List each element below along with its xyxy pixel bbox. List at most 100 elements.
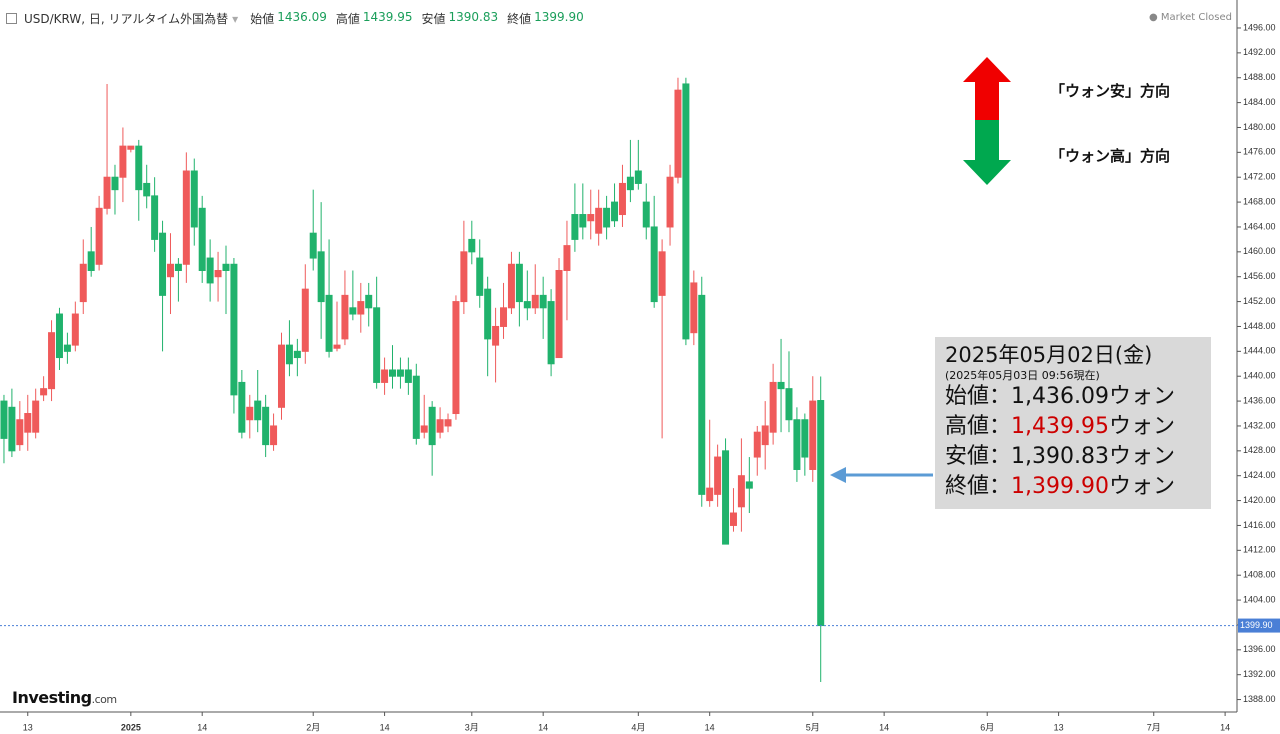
y-tick-label: 1452.00 <box>1243 296 1276 306</box>
x-tick-label: 14 <box>705 722 715 732</box>
candle-body <box>785 388 793 421</box>
y-tick-label: 1468.00 <box>1243 196 1276 206</box>
candle-body <box>254 400 262 421</box>
candle-body <box>174 263 182 271</box>
candle-body <box>365 294 373 309</box>
candle-body <box>626 176 634 191</box>
annotation-row: 高値：1,439.95ウォン <box>945 412 1201 442</box>
candle-body <box>309 232 317 259</box>
logo-name: Investing <box>12 688 92 707</box>
title: USD/KRW, 日, リアルタイム外国為替 <box>24 12 229 26</box>
candle-body <box>698 294 706 495</box>
ohlc-label: 安値 <box>421 12 446 26</box>
candle-body <box>658 251 666 296</box>
logo-suffix: .com <box>91 693 118 706</box>
candle-body <box>404 369 412 383</box>
candle-body <box>523 301 531 309</box>
candle-body <box>206 257 214 284</box>
header: USD/KRW, 日, リアルタイム外国為替 ▾ 始値 1436.09 高値 1439… <box>6 10 590 27</box>
ohlc-value: 1390.83 <box>448 10 499 24</box>
y-tick-label: 1392.00 <box>1243 669 1276 679</box>
y-tick-label: 1388.00 <box>1243 694 1276 704</box>
candle-body <box>285 344 293 365</box>
candle-body <box>396 369 404 377</box>
annotation-row: 終値：1,399.90ウォン <box>945 472 1201 502</box>
ohlc-value: 1436.09 <box>277 10 327 24</box>
y-tick-label: 1408.00 <box>1243 570 1276 580</box>
candle-body <box>190 170 198 228</box>
candle-body <box>95 207 103 265</box>
candle-body <box>793 419 801 470</box>
row-value: 1,436.09 <box>1011 384 1109 409</box>
ohlc-value: 1399.90 <box>534 10 584 24</box>
row-unit: ウォン <box>1109 384 1176 409</box>
row-sep: ： <box>989 474 1012 499</box>
row-value: 1,390.83 <box>1011 444 1109 469</box>
row-label: 始値 <box>945 384 990 409</box>
candle-body <box>476 257 484 296</box>
candle-body <box>230 263 238 396</box>
candle-body <box>71 313 79 346</box>
candle-body <box>198 207 206 271</box>
y-tick-label: 1480.00 <box>1243 122 1276 132</box>
candle-body <box>87 251 95 271</box>
candle-body <box>563 245 571 271</box>
x-tick-label: 7月 <box>1147 722 1161 732</box>
candle-body <box>166 263 174 278</box>
candle-body <box>714 456 722 495</box>
candle-body <box>769 381 777 433</box>
candle-body <box>246 406 254 421</box>
x-tick-label: 14 <box>380 722 390 732</box>
candle-body <box>214 269 222 278</box>
x-tick-label: 2025 <box>121 722 141 732</box>
candle-body <box>761 425 769 446</box>
legend-up: 「ウォン安」方向 <box>1050 82 1171 100</box>
candle-body <box>579 214 587 228</box>
candle-body <box>135 145 143 191</box>
down-arrow <box>963 120 1011 185</box>
row-label: 終値 <box>945 474 990 499</box>
y-tick-label: 1456.00 <box>1243 271 1276 281</box>
candle-body <box>777 381 785 390</box>
candle-body <box>389 369 397 377</box>
candle-body <box>55 313 63 359</box>
annotation-row: 安値：1,390.83ウォン <box>945 442 1201 472</box>
row-unit: ウォン <box>1109 444 1176 469</box>
y-tick-label: 1428.00 <box>1243 445 1276 455</box>
candle-body <box>642 201 650 228</box>
candle-body <box>79 263 87 303</box>
status-text: Market Closed <box>1160 12 1232 23</box>
y-tick-label: 1432.00 <box>1243 420 1276 430</box>
y-tick-label: 1420.00 <box>1243 495 1276 505</box>
annotation-note: (2025年05月03日 09:56現在) <box>945 369 1100 382</box>
candle-body <box>460 251 468 303</box>
candle-body <box>381 369 389 383</box>
candle-body <box>420 425 428 433</box>
candle-body <box>63 344 71 352</box>
annotation-row: 始値：1,436.09ウォン <box>945 382 1201 412</box>
last-price-label: 1399.90 <box>1240 620 1273 630</box>
candle-body <box>159 232 167 296</box>
candle-body <box>222 263 230 271</box>
y-tick-label: 1472.00 <box>1243 172 1276 182</box>
dropdown[interactable]: ▾ <box>232 11 239 26</box>
x-tick-label: 14 <box>1220 722 1230 732</box>
candle-body <box>817 400 825 627</box>
ohlc-summary: 始値 1436.09 高値 1439.95 安値 1390.83 終値 1399.90 <box>250 10 590 27</box>
y-tick-label: 1412.00 <box>1243 545 1276 555</box>
row-label: 高値 <box>945 414 990 439</box>
candle-body <box>587 214 595 222</box>
candle-body <box>325 294 333 352</box>
x-tick-label: 3月 <box>465 722 479 732</box>
candle-body <box>262 406 270 446</box>
row-value: 1,439.95 <box>1011 414 1109 439</box>
y-tick-label: 1464.00 <box>1243 221 1276 231</box>
candle-body <box>484 288 492 340</box>
y-tick-label: 1492.00 <box>1243 47 1276 57</box>
candle-body <box>729 512 737 526</box>
candle-body <box>801 419 809 458</box>
market-status: ● Market Closed <box>1148 12 1232 23</box>
candle-body <box>555 269 563 359</box>
candle-body <box>127 145 135 150</box>
